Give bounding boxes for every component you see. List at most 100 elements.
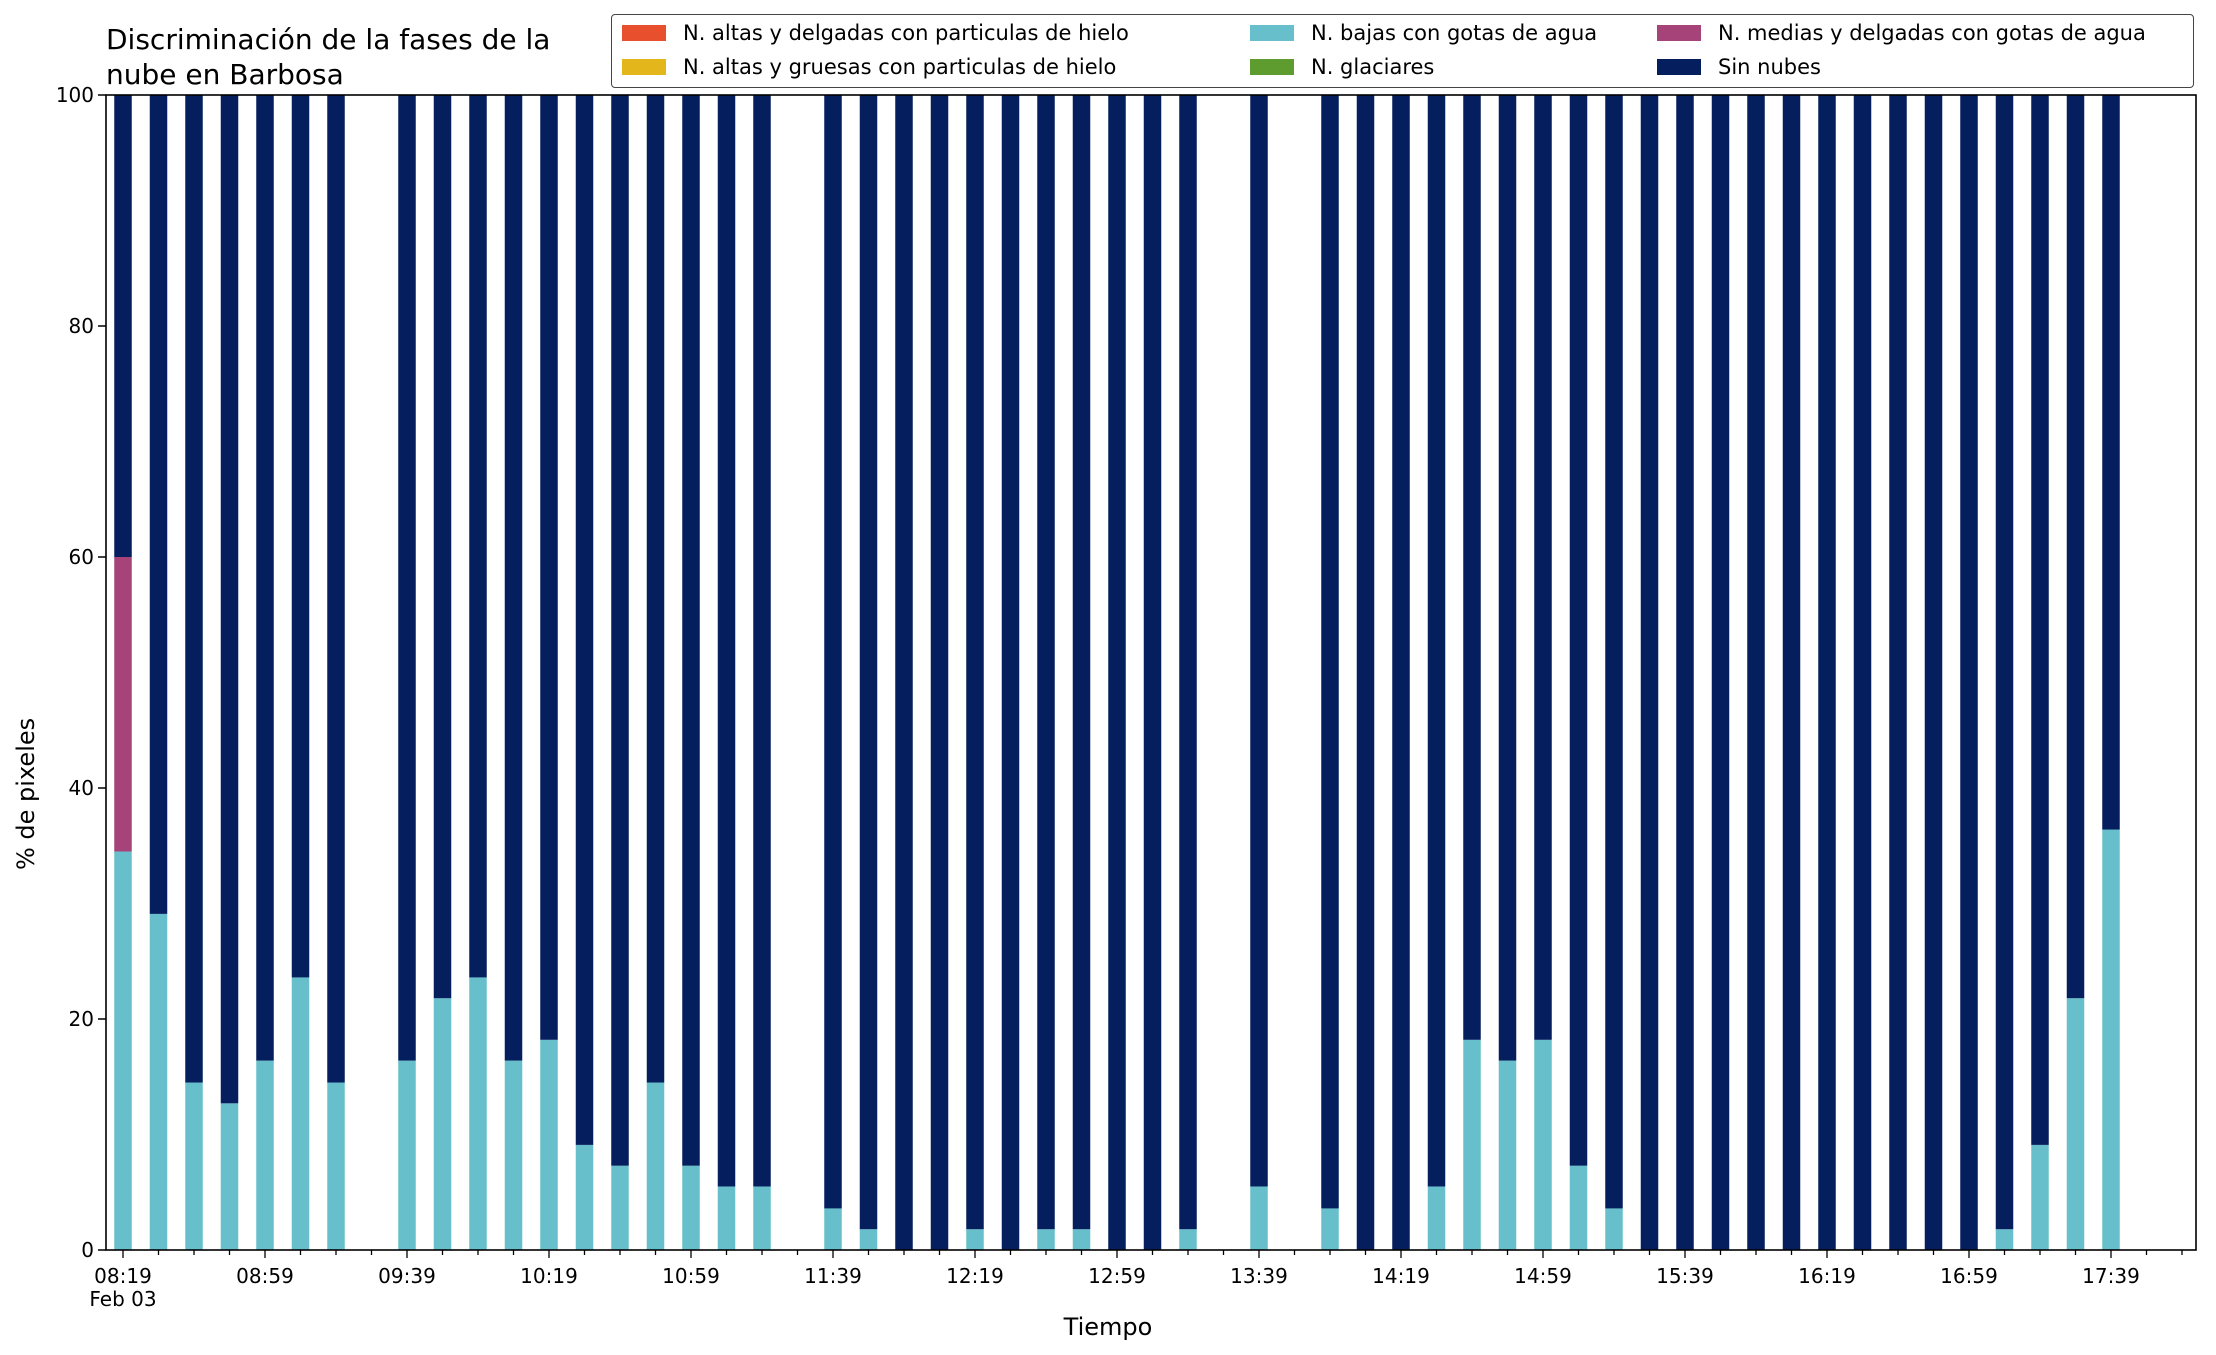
bar-segment: [717, 1186, 736, 1250]
bar-segment: [1179, 95, 1197, 1230]
bar-segment: [114, 851, 132, 1250]
x-date-label: Feb 03: [89, 1287, 156, 1311]
bar-segment: [1108, 95, 1126, 1250]
y-tick-label: 0: [81, 1238, 94, 1262]
bar-segment: [1889, 95, 1907, 1250]
bar-segment: [1534, 95, 1552, 1040]
bar-segment: [753, 95, 771, 1187]
x-tick-label: 10:59: [662, 1264, 720, 1288]
legend-label: N. altas y gruesas con particulas de hie…: [683, 55, 1117, 79]
bar-segment: [1853, 95, 1872, 1250]
bar-segment: [1037, 95, 1055, 1230]
legend-label: N. medias y delgadas con gotas de agua: [1718, 21, 2146, 45]
bar-segment: [1037, 1229, 1055, 1250]
legend-item-sin-nubes: Sin nubes: [1657, 55, 1821, 79]
bar-segment: [1001, 95, 1020, 1250]
bar-segment: [1782, 95, 1801, 1250]
bar-segment: [611, 95, 629, 1166]
x-tick-label: 16:59: [1940, 1264, 1998, 1288]
bar-segment: [859, 1229, 878, 1250]
bar-segment: [327, 1082, 345, 1250]
bar-segment: [646, 1082, 665, 1250]
legend-swatch: [1657, 25, 1701, 41]
bar-segment: [966, 95, 984, 1230]
bar-segment: [1498, 95, 1517, 1061]
legend-label: N. glaciares: [1311, 55, 1435, 79]
bar-segment: [1250, 95, 1268, 1187]
bar-segment: [2031, 95, 2049, 1145]
bar-segment: [895, 95, 913, 1250]
bar-segment: [1143, 95, 1162, 1250]
x-tick-label: 11:39: [804, 1264, 862, 1288]
bars-layer: [114, 95, 2120, 1250]
x-axis-label: Tiempo: [1063, 1313, 1153, 1341]
legend-label: N. bajas con gotas de agua: [1311, 21, 1598, 45]
y-tick-label: 60: [69, 545, 94, 569]
bar-segment: [149, 913, 168, 1250]
chart-title: Discriminación de la fases de la nube en…: [106, 23, 551, 91]
bar-segment: [1747, 95, 1765, 1250]
bar-segment: [114, 95, 132, 557]
legend-item-glaciares: N. glaciares: [1250, 55, 1434, 79]
y-tick-label: 80: [69, 314, 94, 338]
bar-segment: [185, 1082, 203, 1250]
bar-segment: [2066, 95, 2085, 999]
legend-item-bajas-agua: N. bajas con gotas de agua: [1250, 21, 1597, 45]
bar-segment: [1179, 1229, 1197, 1250]
bar-segment: [1463, 95, 1481, 1040]
x-tick-label: 12:19: [946, 1264, 1004, 1288]
bar-segment: [469, 95, 487, 978]
chart-legend: N. altas y delgadas con particulas de hi…: [611, 14, 2194, 88]
bar-segment: [1250, 1186, 1268, 1250]
x-tick-label: 12:59: [1088, 1264, 1146, 1288]
bar-segment: [1640, 95, 1659, 1250]
bar-segment: [149, 95, 168, 914]
legend-item-medias-delgadas: N. medias y delgadas con gotas de agua: [1657, 21, 2146, 45]
bar-segment: [1924, 95, 1943, 1250]
y-tick-label: 40: [69, 776, 94, 800]
bar-segment: [824, 95, 842, 1209]
bar-segment: [1321, 95, 1339, 1209]
y-tick-label: 100: [56, 83, 94, 107]
bar-segment: [2066, 998, 2085, 1250]
bar-segment: [1960, 95, 1978, 1250]
legend-item-altas-delgadas: N. altas y delgadas con particulas de hi…: [622, 21, 1129, 45]
bar-segment: [504, 95, 523, 1061]
bar-segment: [2102, 95, 2120, 830]
bar-segment: [114, 557, 132, 852]
legend-swatch: [1250, 59, 1294, 75]
y-tick-label: 20: [69, 1007, 94, 1031]
bar-segment: [291, 977, 310, 1250]
bar-segment: [1392, 95, 1410, 1250]
legend-swatch: [1250, 25, 1294, 41]
x-tick-label: 14:59: [1514, 1264, 1572, 1288]
x-tick-label: 15:39: [1656, 1264, 1714, 1288]
bar-segment: [859, 95, 878, 1230]
bar-segment: [398, 1060, 416, 1250]
bar-segment: [753, 1186, 771, 1250]
y-axis-label: % de pixeles: [12, 717, 40, 870]
bar-segment: [1534, 1039, 1552, 1250]
bar-segment: [327, 95, 345, 1083]
legend-item-altas-gruesas: N. altas y gruesas con particulas de hie…: [622, 55, 1116, 79]
x-tick-label: 08:19: [94, 1264, 152, 1288]
bar-segment: [930, 95, 949, 1250]
bar-segment: [433, 95, 452, 999]
bar-segment: [1321, 1208, 1339, 1250]
bar-segment: [717, 95, 736, 1187]
bar-segment: [1356, 95, 1375, 1250]
bar-segment: [575, 95, 594, 1145]
bar-segment: [682, 95, 700, 1166]
bar-segment: [1711, 95, 1730, 1250]
bar-segment: [1605, 1208, 1623, 1250]
bar-segment: [291, 95, 310, 978]
bar-segment: [2102, 829, 2120, 1250]
bar-segment: [1569, 95, 1588, 1166]
legend-swatch: [1657, 59, 1701, 75]
bar-segment: [185, 95, 203, 1083]
bar-segment: [2031, 1144, 2049, 1250]
legend-swatch: [622, 59, 666, 75]
bar-segment: [1463, 1039, 1481, 1250]
bar-segment: [646, 95, 665, 1083]
